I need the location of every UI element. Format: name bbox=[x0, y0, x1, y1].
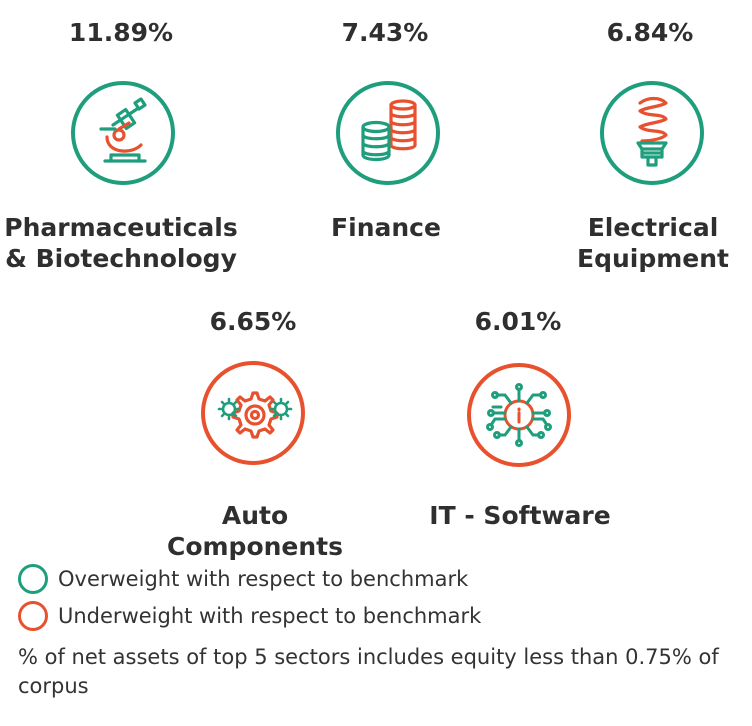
underweight-ring-icon bbox=[18, 601, 48, 631]
sector-name-line2: & Biotechnology bbox=[5, 244, 237, 273]
footnote: % of net assets of top 5 sectors include… bbox=[18, 645, 719, 698]
legend-item-overweight: Overweight with respect to benchmark bbox=[18, 560, 468, 598]
sector-name: Finance bbox=[331, 213, 441, 242]
sector-name: IT - Software bbox=[429, 501, 611, 530]
sector-name-line1: Auto bbox=[221, 501, 289, 530]
sector-percentage: 6.65% bbox=[209, 307, 297, 336]
legend-label-overweight: Overweight with respect to benchmark bbox=[58, 567, 469, 591]
sector-percentage: 6.84% bbox=[606, 18, 694, 47]
sector-name-line1: Pharmaceuticals bbox=[4, 213, 238, 242]
sector-name-line1: Electrical bbox=[587, 213, 719, 242]
overweight-ring-icon bbox=[18, 564, 48, 594]
gears-icon bbox=[201, 361, 305, 465]
sector-name: Pharmaceuticals & Biotechnology bbox=[4, 212, 238, 274]
sector-percentage: 6.01% bbox=[474, 307, 562, 336]
coins-icon bbox=[336, 81, 440, 185]
legend-label-underweight: Underweight with respect to benchmark bbox=[58, 604, 482, 628]
sector-name: Electrical Equipment bbox=[575, 212, 731, 274]
microscope-icon bbox=[71, 81, 175, 185]
circuit-icon bbox=[467, 363, 571, 467]
sector-percentage: 7.43% bbox=[341, 18, 429, 47]
sector-name: Auto Components bbox=[160, 500, 350, 562]
sector-name-line2: Equipment bbox=[577, 244, 729, 273]
lightbulb-icon bbox=[600, 81, 704, 185]
legend-item-underweight: Underweight with respect to benchmark bbox=[18, 597, 481, 635]
sector-percentage: 11.89% bbox=[68, 18, 174, 47]
sector-name-line2: Components bbox=[166, 532, 344, 561]
